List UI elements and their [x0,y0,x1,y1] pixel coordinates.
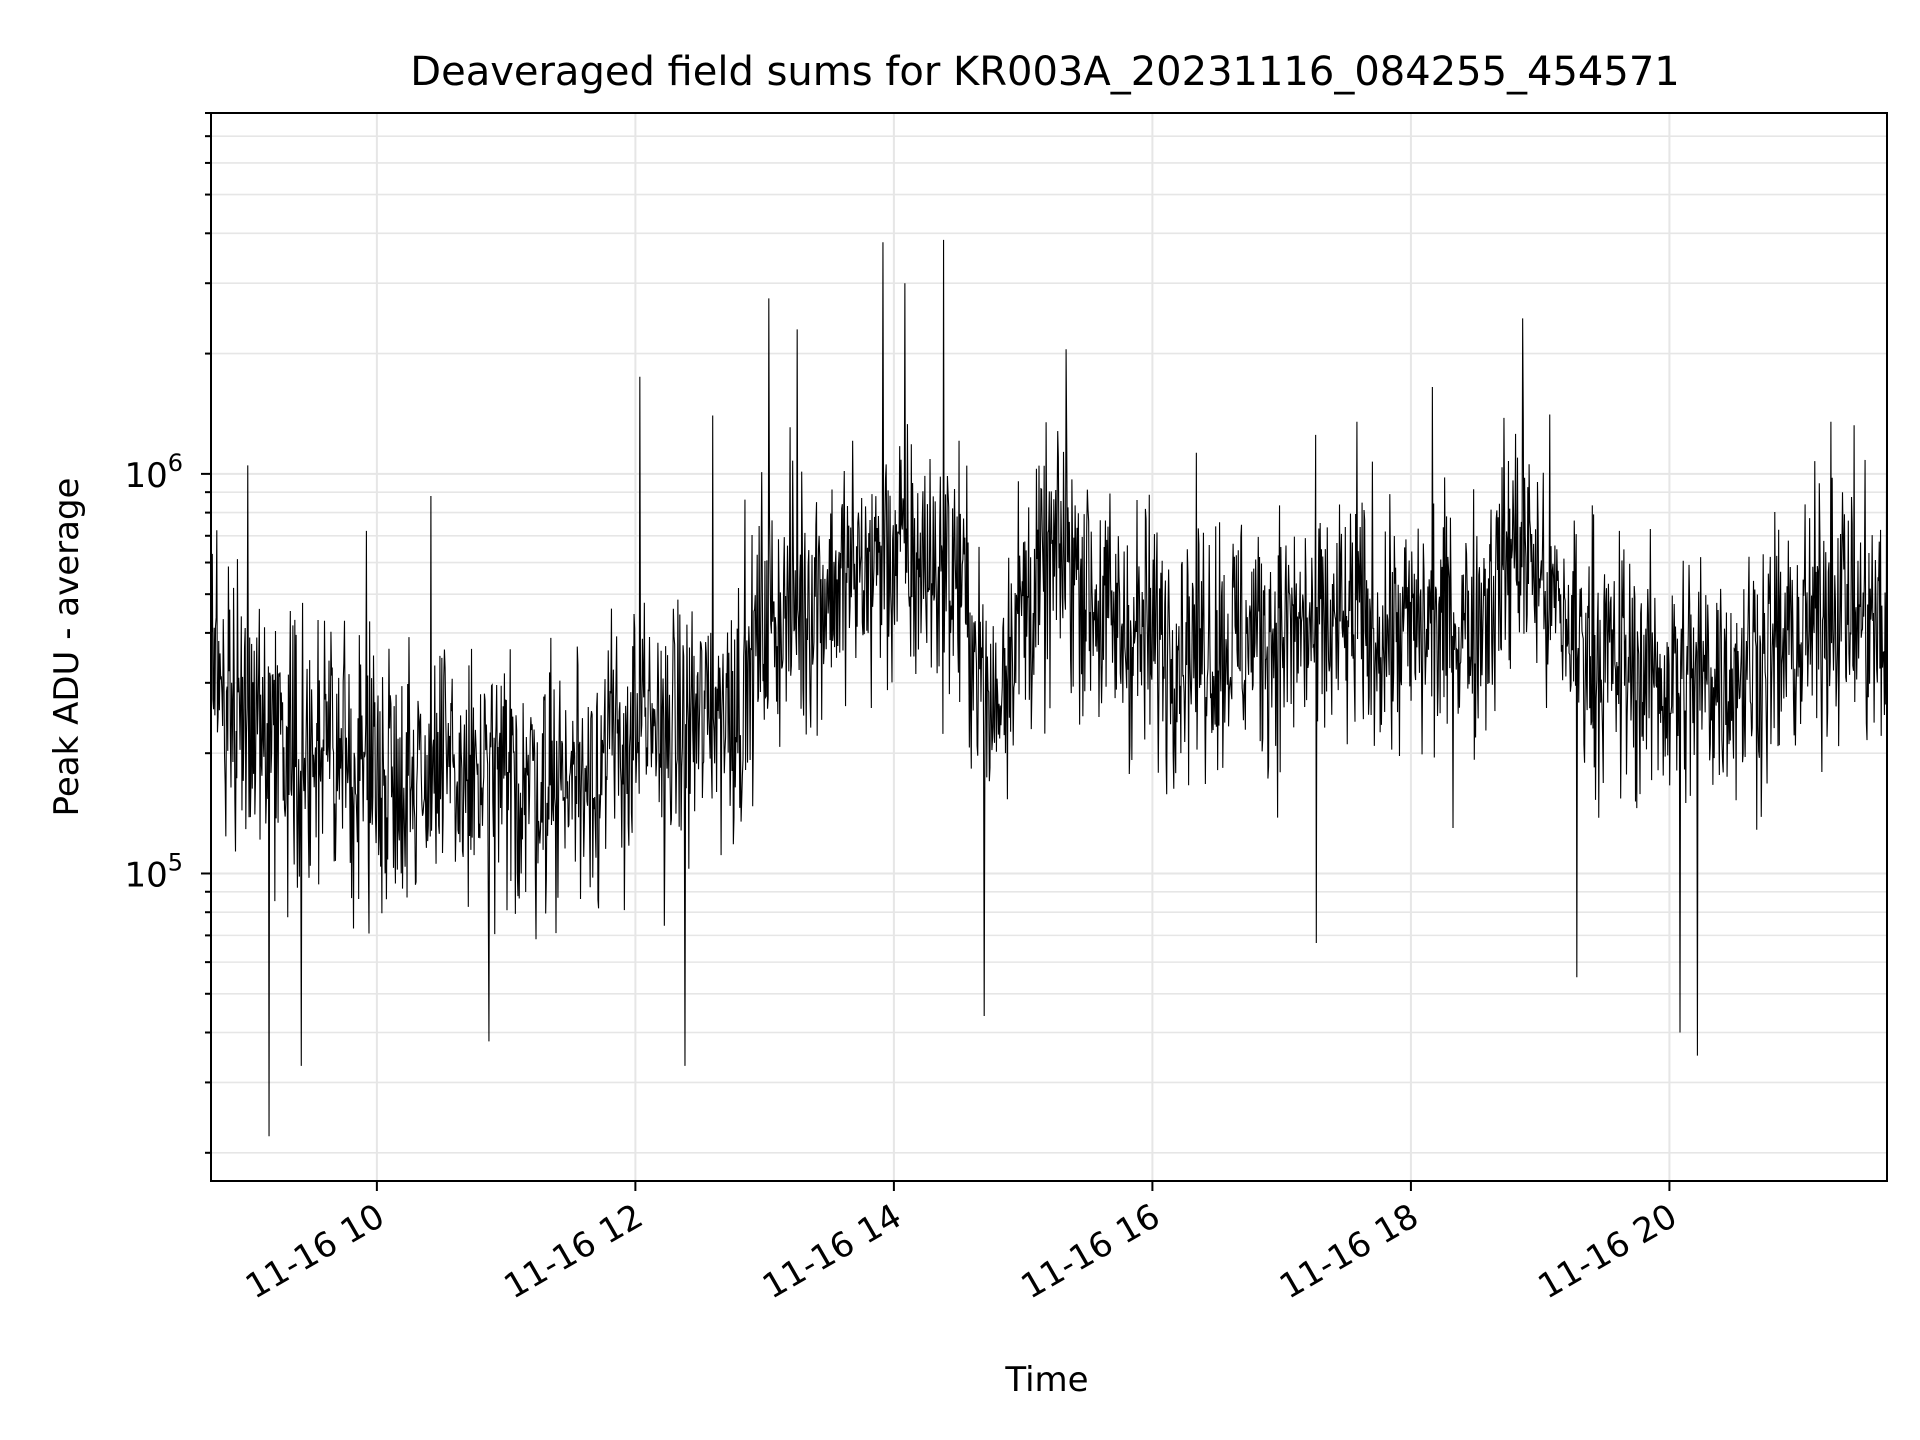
series-line [211,149,1887,1137]
x-axis-label: Time [1004,1360,1088,1400]
chart-title: Deaveraged field sums for KR003A_2023111… [410,49,1679,95]
axes-background [211,113,1887,1181]
y-axis-label: Peak ADU - average [47,478,87,817]
axes-frame [210,112,1888,1182]
plot-area [210,112,1888,1182]
y-tick-label: 106 [124,449,183,496]
y-tick-label: 105 [124,848,183,895]
y-axis: 105 106 [124,112,211,1154]
